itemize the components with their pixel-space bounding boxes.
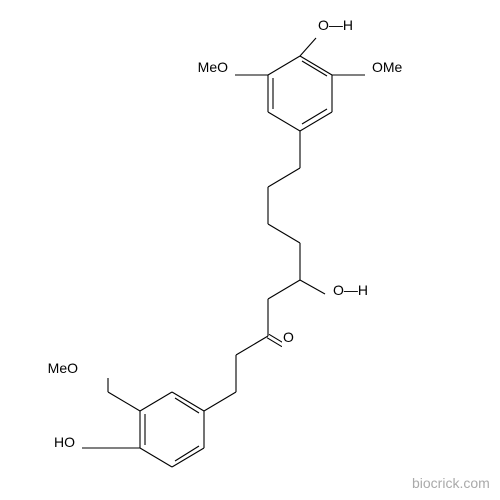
molecule-diagram: O—H MeO OMe O—H O MeO HO biocrick.com [0, 0, 500, 500]
atom-label-ho-bot: HO [54, 434, 75, 450]
watermark-text: biocrick.com [412, 475, 490, 491]
atom-label-meo-top-left: MeO [198, 59, 228, 75]
atom-label-o-ketone: O [283, 329, 294, 345]
atom-label-ome-top-right: OMe [372, 59, 403, 75]
atom-label-meo-bot: MeO [48, 360, 78, 376]
atom-label-oh-mid: O—H [333, 282, 368, 298]
atom-label-oh-top: O—H [318, 17, 353, 33]
